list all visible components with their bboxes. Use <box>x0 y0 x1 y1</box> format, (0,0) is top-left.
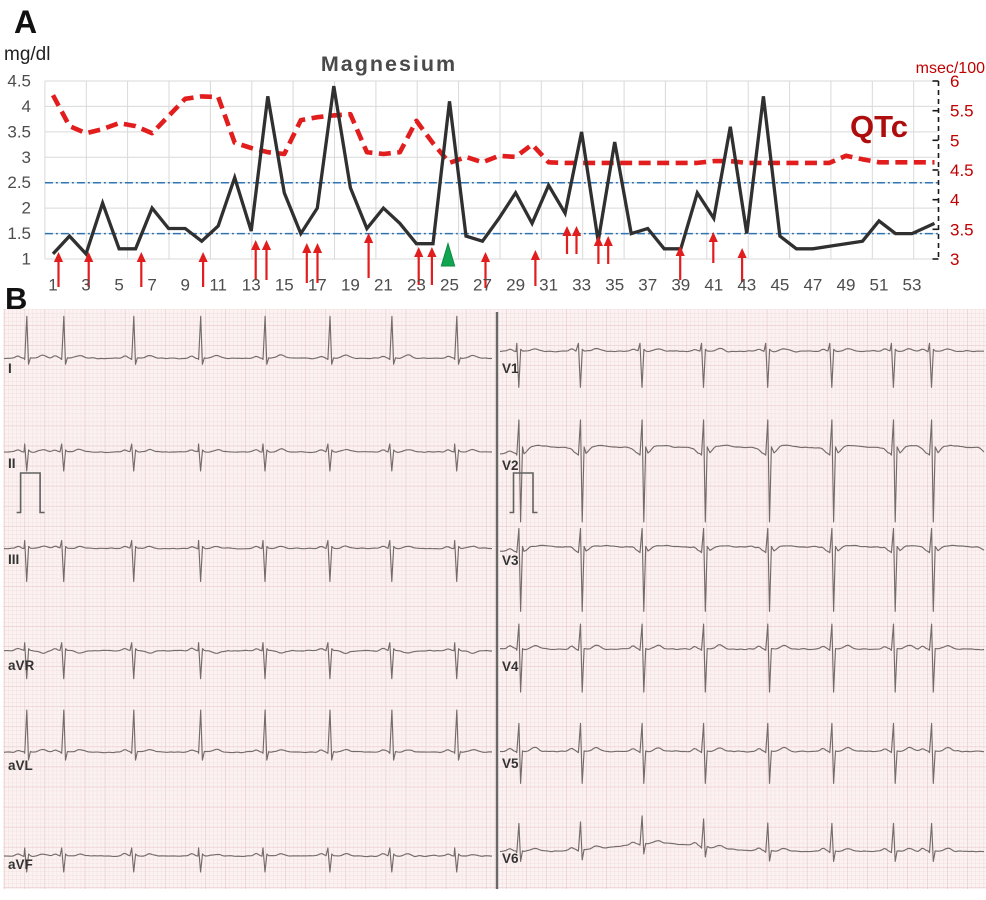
svg-text:I: I <box>8 361 12 376</box>
svg-text:13: 13 <box>242 276 261 295</box>
svg-text:B: B <box>5 281 27 316</box>
svg-text:51: 51 <box>870 276 889 295</box>
svg-text:15: 15 <box>275 276 294 295</box>
svg-text:43: 43 <box>737 276 756 295</box>
svg-text:39: 39 <box>671 276 690 295</box>
svg-text:4.5: 4.5 <box>950 161 974 180</box>
svg-text:3.5: 3.5 <box>950 220 974 239</box>
svg-text:3: 3 <box>81 276 90 295</box>
svg-text:5.5: 5.5 <box>950 102 974 121</box>
svg-text:4: 4 <box>950 191 959 210</box>
svg-text:mg/dl: mg/dl <box>4 44 50 65</box>
svg-text:aVF: aVF <box>8 857 33 872</box>
svg-text:21: 21 <box>374 276 393 295</box>
svg-text:6: 6 <box>950 72 959 91</box>
svg-text:37: 37 <box>638 276 657 295</box>
svg-text:9: 9 <box>180 276 189 295</box>
svg-text:11: 11 <box>209 276 227 295</box>
svg-text:23: 23 <box>407 276 426 295</box>
svg-text:V3: V3 <box>502 553 519 568</box>
svg-text:4.5: 4.5 <box>7 72 31 91</box>
svg-text:2.5: 2.5 <box>7 173 31 192</box>
svg-text:msec/100: msec/100 <box>916 60 985 77</box>
svg-text:33: 33 <box>572 276 591 295</box>
svg-text:45: 45 <box>770 276 789 295</box>
svg-text:5: 5 <box>950 131 959 150</box>
svg-text:QTc: QTc <box>850 109 908 144</box>
svg-text:3.5: 3.5 <box>7 122 31 141</box>
svg-text:5: 5 <box>114 276 123 295</box>
svg-text:III: III <box>8 552 19 567</box>
svg-text:53: 53 <box>903 276 922 295</box>
svg-text:A: A <box>14 4 37 40</box>
svg-text:31: 31 <box>539 276 558 295</box>
svg-text:41: 41 <box>704 276 723 295</box>
svg-text:27: 27 <box>473 276 492 295</box>
svg-text:29: 29 <box>506 276 525 295</box>
svg-text:V5: V5 <box>502 756 519 771</box>
svg-text:V1: V1 <box>502 361 519 376</box>
svg-text:19: 19 <box>341 276 360 295</box>
svg-text:Magnesium: Magnesium <box>321 52 457 76</box>
svg-text:3: 3 <box>22 148 31 167</box>
svg-text:V4: V4 <box>502 659 519 674</box>
svg-text:35: 35 <box>605 276 624 295</box>
svg-text:3: 3 <box>950 250 959 269</box>
svg-text:aVL: aVL <box>8 758 33 773</box>
svg-text:4: 4 <box>22 97 31 116</box>
svg-text:25: 25 <box>440 276 459 295</box>
svg-text:47: 47 <box>803 276 822 295</box>
svg-text:7: 7 <box>147 276 156 295</box>
svg-text:1.5: 1.5 <box>7 224 31 243</box>
svg-text:V6: V6 <box>502 851 519 866</box>
svg-text:1: 1 <box>48 276 57 295</box>
svg-text:V2: V2 <box>502 458 519 473</box>
svg-text:17: 17 <box>308 276 327 295</box>
svg-text:49: 49 <box>837 276 856 295</box>
svg-text:II: II <box>8 456 16 471</box>
svg-text:aVR: aVR <box>8 658 35 673</box>
svg-text:2: 2 <box>22 199 31 218</box>
svg-text:1: 1 <box>22 250 31 269</box>
